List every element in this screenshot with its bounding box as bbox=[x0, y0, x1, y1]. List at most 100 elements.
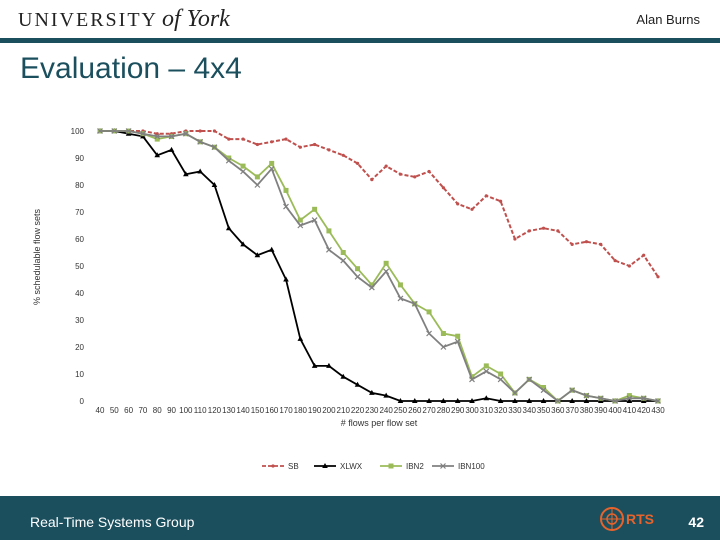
data-point-ibn100 bbox=[97, 128, 103, 134]
x-tick-label: 330 bbox=[508, 406, 522, 415]
series-line-xlwx bbox=[100, 130, 658, 402]
data-point-sb bbox=[327, 148, 331, 152]
x-tick-label: 140 bbox=[236, 406, 250, 415]
legend-marker-xlwx bbox=[322, 463, 328, 468]
data-point-xlwx bbox=[369, 389, 375, 395]
data-point-xlwx bbox=[254, 252, 261, 258]
x-tick-label: 260 bbox=[408, 406, 422, 415]
data-point-ibn100 bbox=[511, 389, 518, 396]
y-tick-label: 0 bbox=[80, 397, 85, 406]
y-tick-label: 90 bbox=[75, 154, 84, 163]
y-tick-label: 60 bbox=[75, 235, 84, 244]
x-tick-label: 240 bbox=[379, 406, 393, 415]
data-point-ibn100 bbox=[268, 165, 275, 172]
data-point-ibn2 bbox=[440, 331, 446, 336]
x-tick-label: 420 bbox=[637, 406, 651, 415]
x-tick-label: 200 bbox=[322, 406, 336, 415]
data-point-sb bbox=[613, 259, 617, 263]
data-point-sb bbox=[313, 142, 317, 147]
data-point-sb bbox=[499, 199, 503, 203]
data-point-xlwx bbox=[240, 241, 246, 247]
logo-university-text: UNIVERSITY bbox=[18, 9, 158, 31]
header-divider-bar bbox=[0, 38, 720, 43]
data-point-ibn2 bbox=[455, 333, 461, 339]
x-axis-label: # flows per flow set bbox=[341, 418, 418, 428]
data-point-xlwx bbox=[569, 398, 575, 403]
data-point-sb bbox=[255, 142, 259, 147]
x-tick-label: 40 bbox=[96, 406, 105, 415]
author-name: Alan Burns bbox=[636, 12, 700, 27]
data-point-xlwx bbox=[211, 182, 218, 187]
data-point-ibn100 bbox=[297, 222, 304, 229]
rts-logo-text: RTS bbox=[626, 511, 654, 527]
data-point-ibn2 bbox=[626, 393, 632, 399]
data-point-ibn2 bbox=[426, 309, 432, 315]
data-point-ibn100 bbox=[526, 376, 533, 383]
data-point-sb bbox=[470, 207, 474, 211]
data-point-xlwx bbox=[483, 395, 490, 401]
data-point-ibn100 bbox=[325, 246, 332, 253]
data-point-ibn100 bbox=[283, 203, 289, 210]
y-tick-label: 100 bbox=[71, 127, 85, 136]
x-tick-label: 290 bbox=[451, 406, 465, 415]
data-point-xlwx bbox=[469, 398, 475, 403]
series-line-sb bbox=[100, 130, 659, 278]
data-point-sb bbox=[570, 242, 574, 246]
data-point-ibn100 bbox=[225, 157, 232, 164]
data-point-ibn2 bbox=[254, 174, 260, 180]
x-tick-label: 250 bbox=[394, 406, 408, 415]
data-point-sb bbox=[413, 175, 417, 179]
y-tick-label: 50 bbox=[75, 262, 84, 271]
data-point-ibn100 bbox=[311, 217, 318, 224]
rts-logo: RTS bbox=[600, 507, 654, 531]
data-point-xlwx bbox=[454, 398, 461, 403]
data-point-xlwx bbox=[426, 398, 432, 403]
data-point-ibn100 bbox=[182, 130, 189, 137]
y-tick-label: 20 bbox=[75, 343, 84, 352]
data-point-xlwx bbox=[183, 171, 189, 177]
x-tick-label: 370 bbox=[565, 406, 579, 415]
data-point-sb bbox=[456, 202, 460, 206]
data-point-xlwx bbox=[311, 362, 318, 368]
x-tick-label: 280 bbox=[437, 406, 451, 415]
x-tick-label: 380 bbox=[580, 406, 594, 415]
x-tick-label: 400 bbox=[608, 406, 622, 415]
legend-marker-ibn2 bbox=[388, 463, 394, 469]
data-point-sb bbox=[227, 137, 231, 141]
data-point-sb bbox=[198, 129, 202, 133]
x-tick-label: 230 bbox=[365, 406, 379, 415]
legend-label-sb: SB bbox=[288, 462, 299, 471]
data-point-ibn100 bbox=[211, 144, 218, 151]
x-tick-label: 210 bbox=[337, 406, 351, 415]
data-point-xlwx bbox=[297, 335, 304, 341]
series-sb bbox=[98, 129, 660, 279]
data-point-ibn100 bbox=[111, 128, 118, 134]
chart-legend: SB XLWX IBN2 IBN100 bbox=[262, 462, 485, 471]
data-point-ibn100 bbox=[440, 344, 447, 350]
x-tick-label: 180 bbox=[294, 406, 308, 415]
data-point-sb bbox=[656, 275, 660, 279]
data-point-sb bbox=[341, 153, 345, 157]
data-point-xlwx bbox=[225, 225, 232, 231]
x-tick-label: 220 bbox=[351, 406, 365, 415]
data-point-ibn100 bbox=[411, 300, 418, 307]
data-point-sb bbox=[398, 172, 403, 176]
data-point-xlwx bbox=[326, 362, 332, 368]
data-point-ibn2 bbox=[498, 371, 504, 377]
x-tick-label: 410 bbox=[623, 406, 637, 415]
data-point-ibn2 bbox=[326, 228, 332, 234]
data-point-sb bbox=[241, 137, 245, 141]
data-point-ibn100 bbox=[168, 133, 175, 140]
data-point-ibn2 bbox=[297, 217, 303, 223]
legend-label-ibn2: IBN2 bbox=[406, 462, 424, 471]
data-point-xlwx bbox=[497, 398, 504, 403]
data-point-ibn2 bbox=[154, 136, 160, 142]
data-point-ibn100 bbox=[397, 295, 404, 302]
data-point-ibn2 bbox=[469, 374, 475, 380]
data-point-ibn100 bbox=[554, 398, 561, 404]
data-point-xlwx bbox=[168, 146, 175, 152]
series-xlwx bbox=[97, 128, 661, 403]
data-point-sb bbox=[642, 253, 646, 257]
y-tick-label: 80 bbox=[75, 181, 84, 190]
data-point-sb bbox=[513, 237, 517, 241]
